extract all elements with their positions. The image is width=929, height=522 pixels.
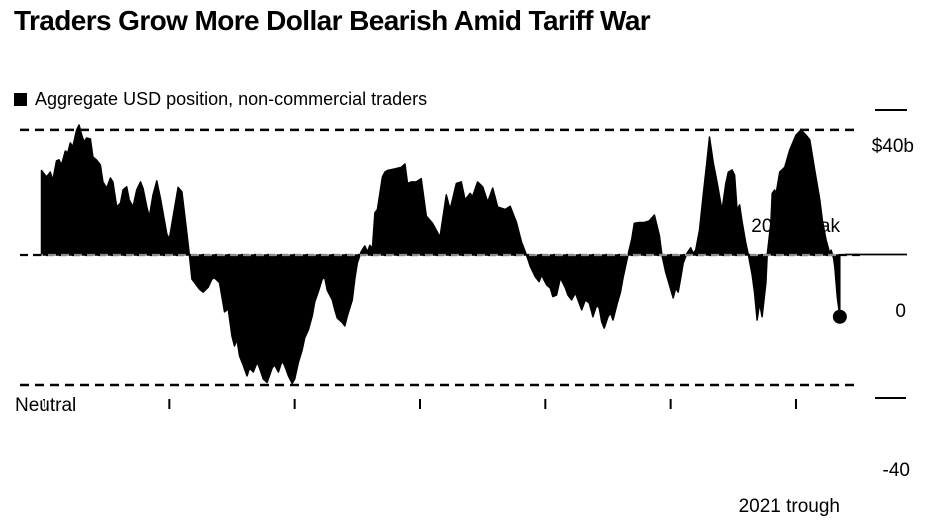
legend-swatch-icon [14, 93, 27, 106]
y-axis-label-zero: 0 [895, 301, 906, 322]
y-axis-label-minus40: -40 [882, 460, 910, 481]
annotation-2025-peak: 2025 peak [751, 216, 840, 237]
legend-label: Aggregate USD position, non-commercial t… [35, 89, 428, 109]
chart-legend: Aggregate USD position, non-commercial t… [14, 89, 929, 110]
annotation-2021-trough: 2021 trough [738, 496, 840, 517]
chart-title: Traders Grow More Dollar Bearish Amid Ta… [14, 5, 651, 36]
latest-value-dot [832, 309, 847, 324]
y-axis-label-40b: $40b [871, 136, 914, 157]
annotation-neutral: Neutral [15, 395, 77, 416]
